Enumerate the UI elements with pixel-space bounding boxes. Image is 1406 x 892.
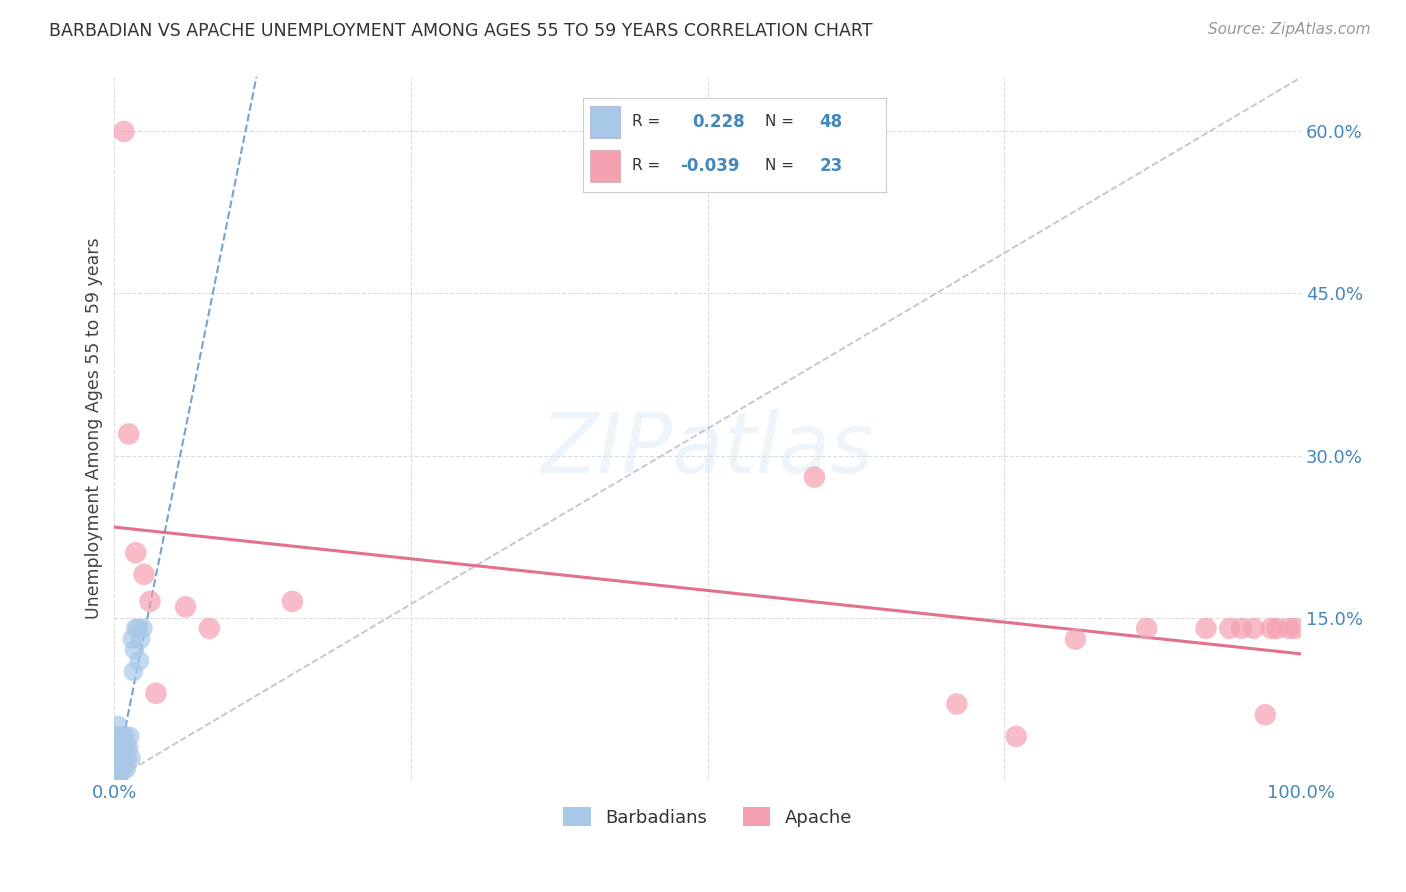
Point bbox=[108, 762, 131, 776]
Text: N =: N = bbox=[765, 158, 794, 173]
Text: R =: R = bbox=[631, 158, 659, 173]
Point bbox=[132, 621, 155, 635]
Point bbox=[1284, 621, 1306, 635]
Point bbox=[118, 730, 141, 744]
Point bbox=[108, 740, 131, 755]
Y-axis label: Unemployment Among Ages 55 to 59 years: Unemployment Among Ages 55 to 59 years bbox=[86, 237, 103, 619]
Point bbox=[1136, 621, 1159, 635]
Text: R =: R = bbox=[631, 114, 659, 129]
Point bbox=[105, 740, 128, 755]
Point bbox=[174, 599, 197, 614]
Point bbox=[198, 621, 221, 635]
Point bbox=[110, 751, 132, 765]
Point bbox=[803, 470, 825, 484]
Point bbox=[104, 772, 127, 787]
Point bbox=[1254, 707, 1277, 722]
Text: 48: 48 bbox=[820, 112, 842, 130]
Point bbox=[104, 762, 127, 776]
Point bbox=[1230, 621, 1253, 635]
Point bbox=[107, 740, 129, 755]
Point bbox=[1195, 621, 1218, 635]
Text: ZIPatlas: ZIPatlas bbox=[541, 409, 875, 490]
Point bbox=[125, 621, 148, 635]
Text: -0.039: -0.039 bbox=[681, 157, 740, 175]
Point bbox=[120, 751, 142, 765]
Point bbox=[1005, 730, 1028, 744]
Point bbox=[108, 730, 131, 744]
Point bbox=[107, 718, 129, 732]
FancyBboxPatch shape bbox=[589, 105, 620, 138]
Point bbox=[132, 567, 155, 582]
Point bbox=[111, 762, 134, 776]
Point bbox=[114, 751, 136, 765]
Legend: Barbadians, Apache: Barbadians, Apache bbox=[557, 800, 859, 834]
Point bbox=[104, 730, 127, 744]
Point bbox=[128, 654, 150, 668]
Point bbox=[1219, 621, 1241, 635]
Point bbox=[115, 740, 138, 755]
Point bbox=[946, 697, 969, 711]
Point bbox=[110, 730, 132, 744]
Point bbox=[110, 740, 132, 755]
Text: Source: ZipAtlas.com: Source: ZipAtlas.com bbox=[1208, 22, 1371, 37]
Point bbox=[1241, 621, 1264, 635]
Point bbox=[104, 740, 127, 755]
Point bbox=[110, 740, 132, 755]
Point bbox=[122, 665, 145, 679]
Point bbox=[139, 594, 162, 608]
Point bbox=[112, 740, 135, 755]
Point bbox=[121, 632, 143, 647]
Point bbox=[129, 632, 152, 647]
Point bbox=[108, 772, 131, 787]
Point bbox=[125, 546, 148, 560]
FancyBboxPatch shape bbox=[589, 150, 620, 183]
Point bbox=[107, 772, 129, 787]
Point bbox=[112, 762, 135, 776]
Point bbox=[115, 762, 138, 776]
Point bbox=[1265, 621, 1288, 635]
Point bbox=[117, 426, 139, 441]
Point bbox=[124, 643, 146, 657]
Point bbox=[110, 762, 132, 776]
Point bbox=[107, 751, 129, 765]
Point bbox=[112, 124, 135, 138]
Point bbox=[127, 621, 149, 635]
Text: 0.228: 0.228 bbox=[692, 112, 745, 130]
Point bbox=[117, 740, 139, 755]
Point bbox=[110, 751, 132, 765]
Point bbox=[145, 686, 167, 700]
Point bbox=[1278, 621, 1301, 635]
Point bbox=[111, 751, 134, 765]
Point bbox=[1260, 621, 1282, 635]
Point bbox=[105, 762, 128, 776]
Point bbox=[1064, 632, 1087, 647]
Point bbox=[110, 762, 132, 776]
Text: BARBADIAN VS APACHE UNEMPLOYMENT AMONG AGES 55 TO 59 YEARS CORRELATION CHART: BARBADIAN VS APACHE UNEMPLOYMENT AMONG A… bbox=[49, 22, 873, 40]
Point bbox=[105, 751, 128, 765]
Point bbox=[281, 594, 304, 608]
Point bbox=[105, 730, 128, 744]
Point bbox=[117, 751, 139, 765]
Point bbox=[107, 762, 129, 776]
Point bbox=[104, 751, 127, 765]
Point bbox=[108, 751, 131, 765]
Point bbox=[114, 730, 136, 744]
Text: N =: N = bbox=[765, 114, 794, 129]
Point bbox=[105, 772, 128, 787]
Point bbox=[111, 730, 134, 744]
Text: 23: 23 bbox=[820, 157, 842, 175]
